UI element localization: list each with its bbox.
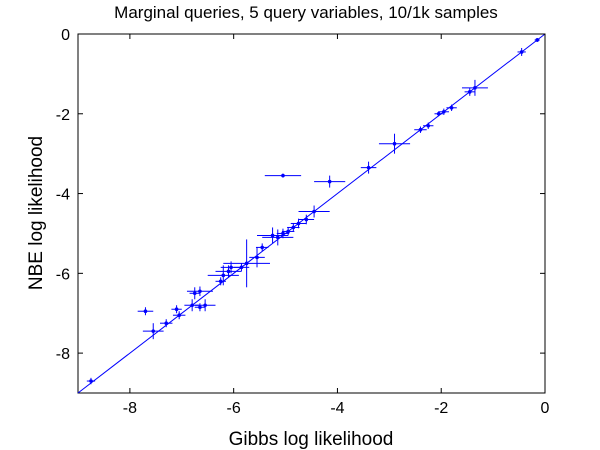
y-tick-label: -6	[56, 266, 70, 283]
point-marker	[218, 279, 223, 284]
reference-line	[77, 33, 546, 394]
point-marker	[164, 321, 169, 325]
point-marker	[467, 90, 472, 94]
data-point	[264, 173, 302, 178]
data-point	[534, 37, 540, 42]
data-point	[137, 307, 154, 316]
x-axis: -8 -6 -4 -2 0	[123, 34, 550, 417]
data-point	[464, 87, 475, 96]
point-marker	[177, 313, 181, 318]
point-marker	[304, 217, 309, 222]
data-point	[314, 175, 346, 188]
point-marker	[226, 269, 231, 274]
data-point	[461, 79, 488, 96]
data-point	[446, 104, 457, 111]
point-marker	[327, 179, 332, 184]
data-point	[255, 243, 269, 252]
data-point	[262, 229, 294, 246]
y-axis-label: NBE log likelihood	[26, 136, 47, 290]
point-marker	[229, 265, 233, 270]
data-point	[249, 247, 265, 268]
point-marker	[291, 225, 296, 230]
y-tick-label: -8	[56, 346, 70, 363]
point-marker	[244, 261, 249, 266]
data-point	[186, 286, 213, 297]
y-tick-label: -4	[56, 187, 70, 204]
data-point	[142, 323, 164, 340]
point-marker	[275, 235, 280, 240]
data-point	[276, 228, 290, 239]
point-marker	[260, 245, 265, 250]
data-point	[172, 311, 186, 320]
point-marker	[221, 273, 226, 278]
data-points	[86, 37, 540, 385]
x-tick-label: -8	[123, 400, 137, 417]
data-point	[414, 126, 427, 133]
data-point	[207, 265, 239, 286]
chart-title: Marginal queries, 5 query variables, 10/…	[114, 3, 498, 22]
y-tick-label: 0	[61, 27, 70, 44]
point-marker	[89, 379, 93, 383]
data-point	[298, 214, 315, 225]
point-marker	[473, 86, 477, 90]
plot-frame	[77, 33, 546, 394]
point-marker	[174, 307, 179, 312]
point-marker	[203, 303, 207, 308]
data-point	[360, 161, 377, 174]
point-marker	[286, 229, 290, 234]
point-marker	[449, 105, 454, 110]
point-marker	[366, 165, 371, 170]
data-point	[171, 305, 182, 314]
x-tick-label: 0	[541, 400, 550, 417]
point-marker	[270, 233, 275, 238]
point-marker	[296, 221, 301, 226]
y-axis: -8 -6 -4 -2 0	[56, 27, 545, 363]
data-point	[184, 299, 200, 312]
data-point	[194, 303, 206, 312]
point-marker	[442, 109, 446, 114]
y-tick-label: -2	[56, 107, 70, 124]
point-marker	[519, 50, 524, 54]
data-point	[298, 205, 330, 218]
point-marker	[436, 111, 441, 116]
data-point	[423, 122, 434, 129]
point-marker	[151, 329, 156, 333]
point-marker	[255, 255, 259, 260]
x-tick-label: -6	[227, 400, 241, 417]
x-tick-label: -2	[434, 400, 448, 417]
point-marker	[281, 231, 285, 236]
point-marker	[426, 123, 431, 128]
point-marker	[190, 303, 194, 308]
point-marker	[281, 173, 285, 178]
data-point	[281, 227, 295, 236]
data-point	[517, 47, 526, 56]
point-marker	[535, 38, 540, 42]
x-axis-label: Gibbs log likelihood	[229, 429, 394, 450]
point-marker	[312, 209, 316, 214]
point-marker	[192, 291, 197, 296]
point-marker	[143, 309, 148, 314]
x-tick-label: -4	[330, 400, 344, 417]
data-point	[378, 133, 411, 154]
data-point	[257, 227, 289, 244]
data-point	[86, 377, 96, 385]
data-point	[434, 111, 443, 117]
data-point	[159, 319, 173, 328]
data-point	[438, 108, 450, 115]
point-marker	[198, 289, 202, 294]
data-point	[215, 277, 226, 286]
point-marker	[198, 305, 202, 310]
point-marker	[418, 127, 423, 132]
point-marker	[392, 141, 397, 146]
data-point	[189, 287, 200, 300]
data-point	[287, 223, 300, 232]
